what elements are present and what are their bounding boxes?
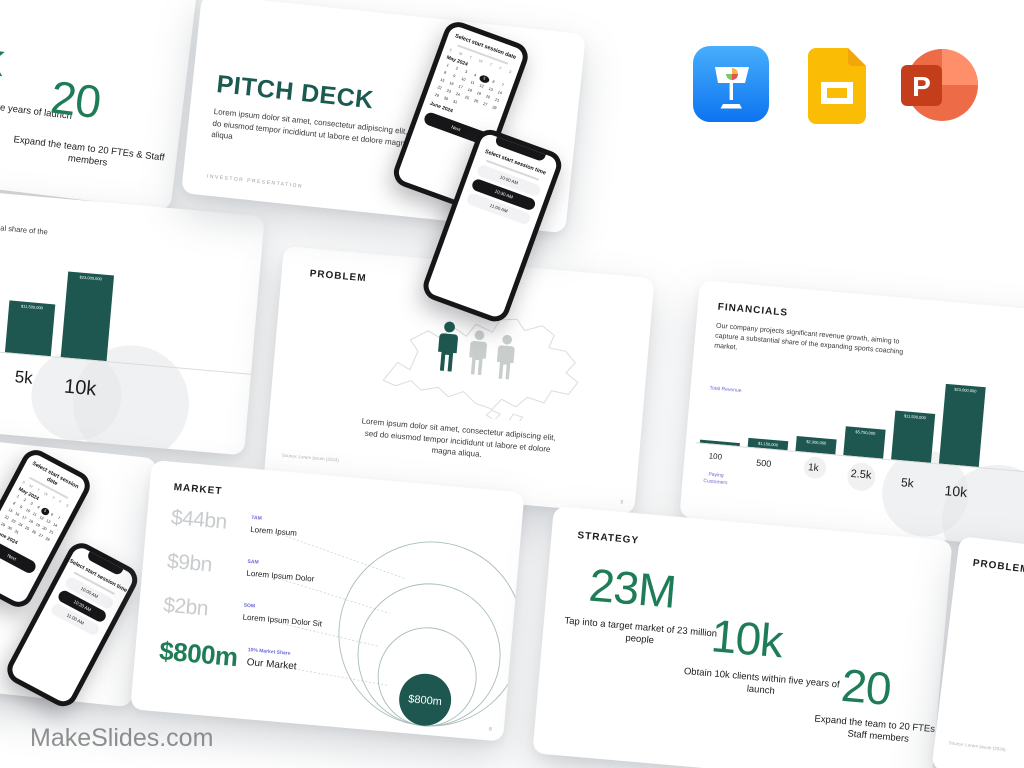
slide-title: FINANCIALS xyxy=(717,301,789,319)
stat-caption: Tap into a target market of 23 million p… xyxy=(563,615,718,647)
slide-financials-partial: Our company projects significant revenue… xyxy=(0,184,265,456)
market-tag: SAM xyxy=(247,558,259,566)
market-value: $9bn xyxy=(166,549,213,577)
chart-bar: $11,500,000 xyxy=(891,410,936,463)
source-note: Source: Lorem Ipsum (2024) xyxy=(281,452,340,463)
tam-sam-som-circles: $800m xyxy=(338,541,523,727)
stat-caption: Expand the team to 20 FTEs & Staff membe… xyxy=(12,134,166,169)
source-note: Source: Lorem Ipsum (2024) xyxy=(948,740,1006,753)
market-tag: SOM xyxy=(243,602,256,610)
stat-value: 23M xyxy=(587,558,678,618)
slide-pitch-cover: PITCH DECK Lorem ipsum dolor sit amet, c… xyxy=(181,0,586,326)
x-tick: 10k xyxy=(943,482,968,501)
cover-body-text: Lorem ipsum dolor sit amet, consectetur … xyxy=(210,106,423,149)
person-icon-gray xyxy=(496,334,515,380)
google-slides-icon xyxy=(808,48,866,124)
slide-market: MARKET $44bn TAM Lorem Ipsum $9bn SAM Lo… xyxy=(130,460,525,742)
slide-title: PROBLEM xyxy=(972,557,1024,576)
slide-financials: FINANCIALS Our company projects signific… xyxy=(679,280,1024,549)
x-tick: 5k xyxy=(14,367,34,388)
keynote-icon xyxy=(693,46,769,122)
stat-value: 10k xyxy=(709,609,785,668)
person-icon-gray xyxy=(469,330,487,376)
chart-bar: $23,000,000 xyxy=(938,383,986,468)
market-value: $44bn xyxy=(170,505,228,534)
market-tag: TAM xyxy=(251,514,263,522)
site-logo-text: MakeSlides.com xyxy=(30,724,214,752)
stat-value: 10k xyxy=(0,25,7,87)
x-tick: 100 xyxy=(708,451,723,462)
stat-value: 20 xyxy=(839,658,893,715)
problem-body-text: Lorem ipsum dolor sit amet, consectetur … xyxy=(361,416,557,460)
stat-value: 20 xyxy=(47,70,104,129)
x-tick: 10k xyxy=(63,375,98,401)
financials-body-text: Our company projects significant revenue… xyxy=(713,322,904,357)
x-tick: 1k xyxy=(807,462,820,475)
slide-problem: PROBLEM Lorem ipsum dolor sit amet, cons… xyxy=(263,246,655,515)
slide-strategy-partial: 10k Obtain 10k clients within five years… xyxy=(0,0,207,211)
x-tick: 500 xyxy=(755,457,772,469)
chart-bar: $23,000,000 xyxy=(60,271,115,362)
slide-strategy: STRATEGY 23M Tap into a target market of… xyxy=(532,506,953,768)
person-icon-teal xyxy=(438,321,458,372)
slide-title: STRATEGY xyxy=(577,530,640,547)
financials-body-text: Our company projects significant revenue… xyxy=(0,200,49,237)
x-tick: 5k xyxy=(900,475,915,491)
page-number: 8 xyxy=(488,726,493,733)
leader-lines xyxy=(270,532,405,686)
stat-caption: Expand the team to 20 FTEs & Staff membe… xyxy=(813,713,945,746)
x-tick: 2.5k xyxy=(850,467,872,482)
x-axis-label: Paying Customers xyxy=(703,471,728,486)
chart-bar: $5,750,000 xyxy=(843,426,886,459)
chart-bar: $11,500,000 xyxy=(4,300,56,357)
page-number: 3 xyxy=(619,499,624,506)
bubble-label: $800m xyxy=(408,693,443,708)
slide-title: PROBLEM xyxy=(309,268,367,285)
cover-footer: INVESTOR PRESENTATION xyxy=(206,173,304,190)
market-value: $2bn xyxy=(162,593,209,621)
stat-caption: Obtain 10k clients within five years of … xyxy=(683,665,841,698)
powerpoint-icon: P xyxy=(901,49,978,121)
svg-text:P: P xyxy=(912,71,931,102)
